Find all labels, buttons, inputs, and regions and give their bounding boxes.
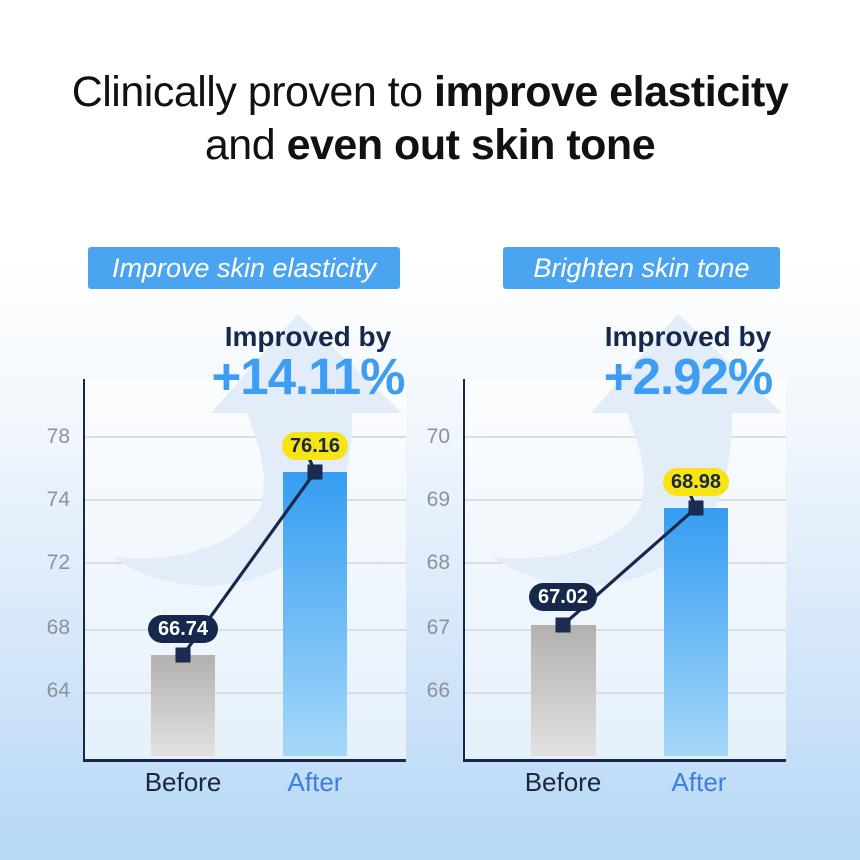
y-axis-tick: 69 bbox=[426, 488, 450, 511]
gridline bbox=[465, 692, 786, 694]
improved-by-label: Improved by bbox=[604, 321, 772, 352]
y-axis-tick: 67 bbox=[426, 616, 450, 639]
y-axis-tick: 72 bbox=[46, 551, 70, 574]
gridline bbox=[85, 692, 406, 694]
value-pill-before: 66.74 bbox=[148, 615, 218, 643]
gridline bbox=[465, 499, 786, 501]
panel-badge: Brighten skin tone bbox=[503, 247, 780, 289]
title-line2-regular: and bbox=[204, 121, 287, 169]
gridline bbox=[85, 629, 406, 631]
value-pill-after: 68.98 bbox=[663, 468, 729, 496]
title-line1-bold: improve elasticity bbox=[434, 68, 789, 116]
gridline bbox=[85, 499, 406, 501]
bar-after bbox=[283, 472, 347, 756]
y-axis-tick: 74 bbox=[46, 488, 70, 511]
bar-before bbox=[531, 625, 596, 756]
y-axis-tick: 70 bbox=[426, 425, 450, 448]
title-line2-bold: even out skin tone bbox=[286, 121, 656, 169]
gridline bbox=[465, 436, 786, 438]
improvement-value: +2.92% bbox=[603, 348, 773, 405]
y-axis-tick: 68 bbox=[46, 616, 70, 639]
y-axis-tick: 78 bbox=[46, 425, 70, 448]
value-pill-after: 76.16 bbox=[282, 432, 348, 460]
bar-before bbox=[151, 655, 215, 756]
y-axis-tick: 66 bbox=[426, 679, 450, 702]
improved-by-label: Improved by bbox=[224, 321, 392, 352]
improvement-value: +14.11% bbox=[211, 348, 406, 405]
value-pill-before: 67.02 bbox=[529, 583, 597, 611]
y-axis-tick: 68 bbox=[426, 551, 450, 574]
x-label-before: Before bbox=[144, 767, 222, 797]
y-axis-tick: 64 bbox=[46, 679, 70, 702]
gridline bbox=[85, 436, 406, 438]
bar-after bbox=[664, 508, 728, 756]
x-label-after: After bbox=[671, 767, 727, 797]
panel-badge: Improve skin elasticity bbox=[88, 247, 400, 289]
page-title: Clinically proven to improve elasticity … bbox=[0, 66, 860, 172]
gridline bbox=[465, 629, 786, 631]
title-line1-regular: Clinically proven to bbox=[71, 68, 435, 116]
panel-skin-tone: Brighten skin tone Improved by +2.92% 70… bbox=[420, 240, 820, 820]
x-label-after: After bbox=[287, 767, 343, 797]
panel-skin-elasticity: Improve skin elasticity Improved by +14.… bbox=[40, 240, 440, 820]
x-label-before: Before bbox=[524, 767, 602, 797]
